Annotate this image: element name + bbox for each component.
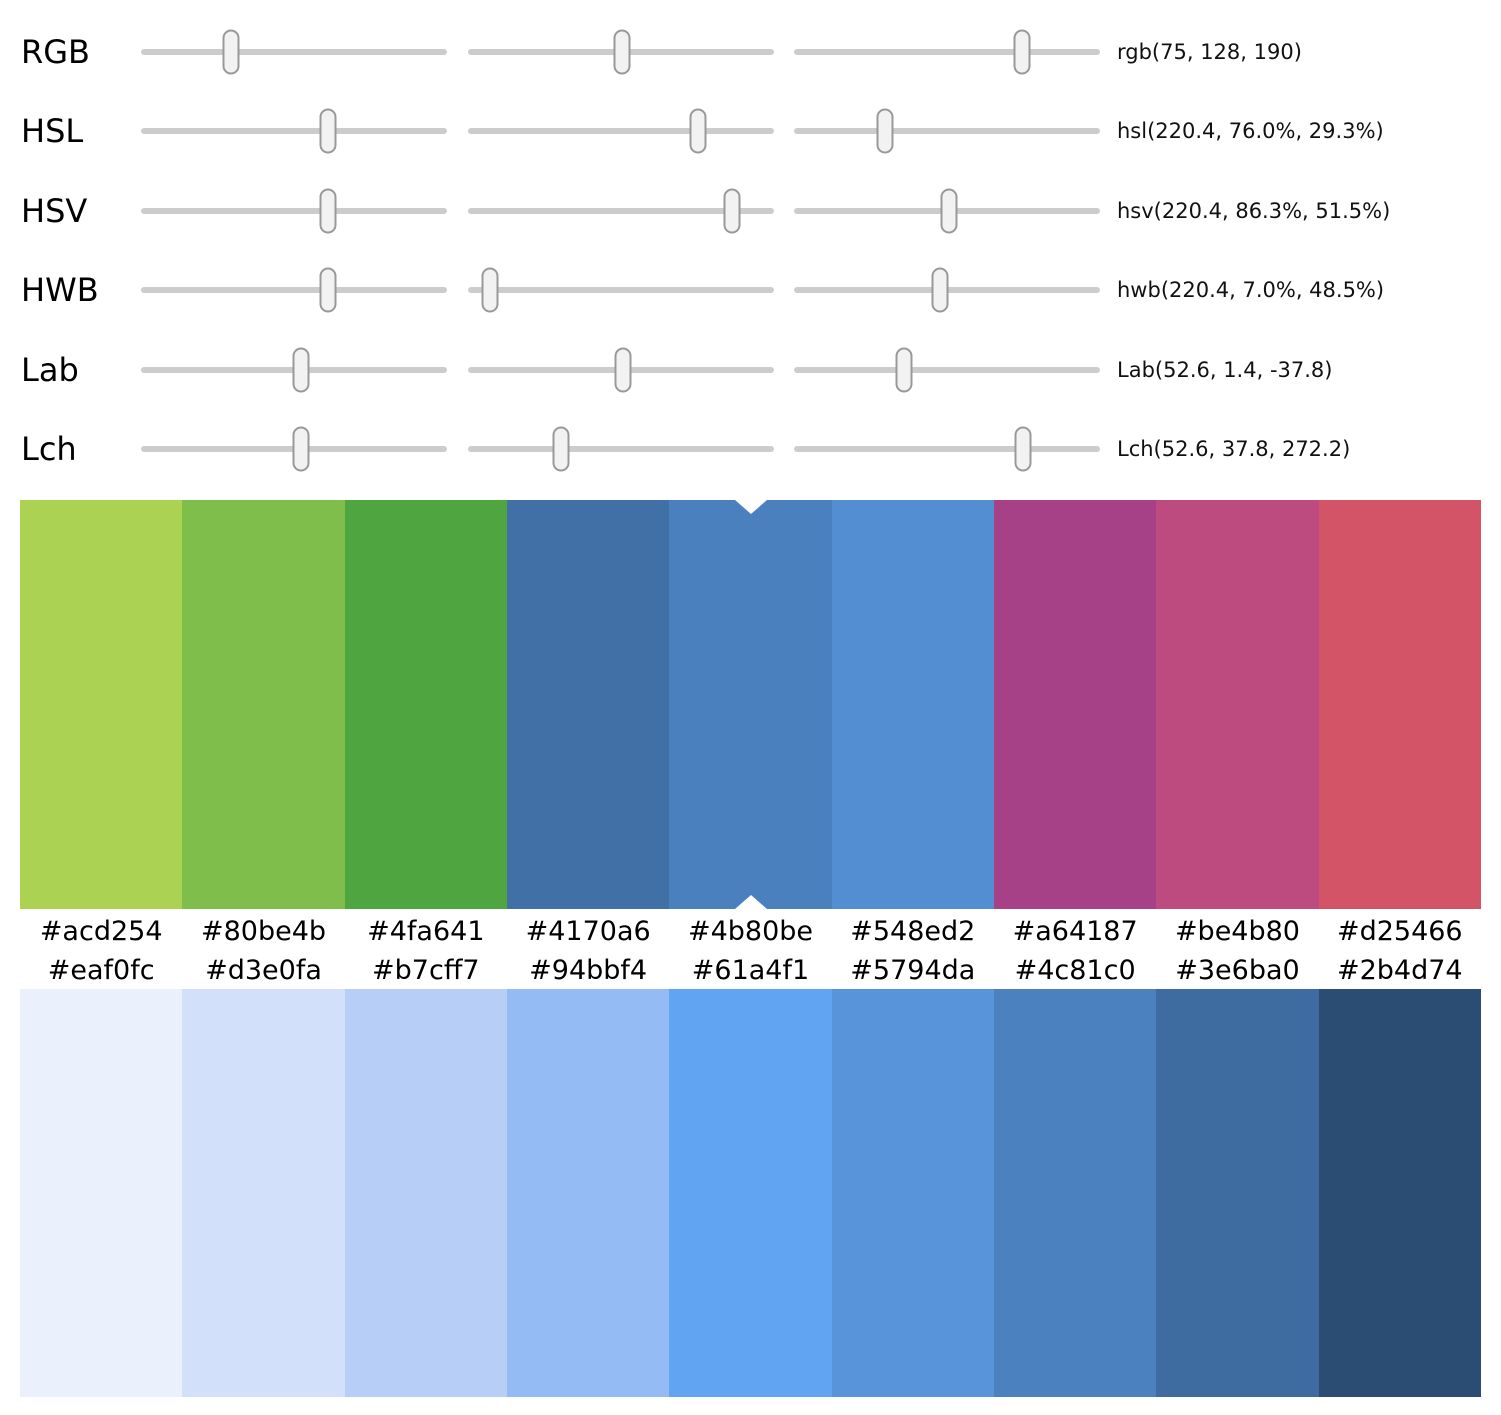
row-label-rgb: RGB [21, 33, 90, 71]
hex-label: #4170a6 [525, 915, 651, 947]
lch-c-slider-thumb[interactable] [552, 426, 570, 472]
color-sliders-panel: RGB rgb(75, 128, 190) HSL hsl(220.4, 76.… [0, 0, 1501, 490]
lab-b-slider-thumb[interactable] [895, 347, 913, 393]
shade-swatch-5[interactable] [831, 989, 994, 1397]
slider-row-rgb: RGB rgb(75, 128, 190) [0, 12, 1501, 92]
hex-label: #4c81c0 [1014, 954, 1136, 986]
hue-swatch-5[interactable] [831, 500, 994, 909]
lch-value-readout: Lch(52.6, 37.8, 272.2) [1117, 437, 1351, 461]
hsl-h-slider-thumb[interactable] [319, 108, 337, 154]
slider-row-hsl: HSL hsl(220.4, 76.0%, 29.3%) [0, 91, 1501, 171]
hex-label: #a64187 [1012, 915, 1138, 947]
hsl-h-slider[interactable] [141, 108, 447, 154]
rgb-r-slider[interactable] [141, 29, 447, 75]
hex-label: #4b80be [687, 915, 813, 947]
hue-palette [20, 500, 1481, 909]
row-label-hsv: HSV [21, 192, 88, 230]
hue-swatch-1[interactable] [182, 500, 345, 909]
hue-palette-hex-labels: #acd254 #80be4b #4fa641 #4170a6 #4b80be … [20, 909, 1481, 953]
hsv-v-slider[interactable] [794, 188, 1100, 234]
row-label-lab: Lab [21, 351, 79, 389]
hex-label: #2b4d74 [1336, 954, 1463, 986]
slider-row-hsv: HSV hsv(220.4, 86.3%, 51.5%) [0, 171, 1501, 251]
hsv-h-slider-thumb[interactable] [319, 188, 337, 234]
lab-a-slider-thumb[interactable] [614, 347, 632, 393]
hwb-b-slider-thumb[interactable] [931, 267, 949, 313]
shade-swatch-0[interactable] [20, 989, 183, 1397]
shade-swatch-8[interactable] [1318, 989, 1481, 1397]
hex-label: #eaf0fc [47, 954, 155, 986]
hsl-s-slider-thumb[interactable] [689, 108, 707, 154]
shade-palette [20, 989, 1481, 1397]
hsv-h-slider[interactable] [141, 188, 447, 234]
hue-swatch-8[interactable] [1318, 500, 1481, 909]
lab-value-readout: Lab(52.6, 1.4, -37.8) [1117, 358, 1333, 382]
hex-label: #548ed2 [850, 915, 976, 947]
hsv-s-slider-thumb[interactable] [723, 188, 741, 234]
hsl-l-slider-thumb[interactable] [876, 108, 894, 154]
rgb-b-slider-thumb[interactable] [1013, 29, 1031, 75]
hwb-b-slider[interactable] [794, 267, 1100, 313]
hwb-h-slider[interactable] [141, 267, 447, 313]
hsv-v-slider-thumb[interactable] [940, 188, 958, 234]
lab-l-slider-thumb[interactable] [292, 347, 310, 393]
hsl-value-readout: hsl(220.4, 76.0%, 29.3%) [1117, 119, 1384, 143]
hsv-value-readout: hsv(220.4, 86.3%, 51.5%) [1117, 199, 1391, 223]
slider-row-lch: Lch Lch(52.6, 37.8, 272.2) [0, 409, 1501, 489]
shade-palette-hex-labels: #eaf0fc #d3e0fa #b7cff7 #94bbf4 #61a4f1 … [20, 951, 1481, 989]
lab-b-slider[interactable] [794, 347, 1100, 393]
rgb-b-slider[interactable] [794, 29, 1100, 75]
lch-l-slider[interactable] [141, 426, 447, 472]
hex-label: #94bbf4 [529, 954, 648, 986]
hue-swatch-7[interactable] [1156, 500, 1319, 909]
rgb-r-slider-thumb[interactable] [222, 29, 240, 75]
hsv-s-slider[interactable] [468, 188, 774, 234]
lch-h-slider-thumb[interactable] [1014, 426, 1032, 472]
shade-swatch-4[interactable] [669, 989, 832, 1397]
selected-swatch-notch-bottom-icon [734, 895, 767, 909]
hue-swatch-6[interactable] [993, 500, 1157, 909]
slider-row-lab: Lab Lab(52.6, 1.4, -37.8) [0, 330, 1501, 410]
lch-c-slider[interactable] [468, 426, 774, 472]
shade-swatch-3[interactable] [506, 989, 670, 1397]
rgb-g-slider-thumb[interactable] [613, 29, 631, 75]
row-label-hsl: HSL [21, 112, 84, 150]
hex-label: #3e6ba0 [1175, 954, 1300, 986]
lch-h-slider[interactable] [794, 426, 1100, 472]
hex-label: #d3e0fa [205, 954, 322, 986]
row-label-lch: Lch [21, 430, 77, 468]
hsl-s-slider[interactable] [468, 108, 774, 154]
rgb-value-readout: rgb(75, 128, 190) [1117, 40, 1302, 64]
hex-label: #4fa641 [367, 915, 485, 947]
shade-swatch-7[interactable] [1156, 989, 1319, 1397]
lab-a-slider[interactable] [468, 347, 774, 393]
hue-swatch-4-selected[interactable] [669, 500, 832, 909]
rgb-g-slider[interactable] [468, 29, 774, 75]
hex-label: #be4b80 [1174, 915, 1300, 947]
hex-label: #b7cff7 [372, 954, 480, 986]
hwb-h-slider-thumb[interactable] [319, 267, 337, 313]
shade-swatch-1[interactable] [182, 989, 345, 1397]
shade-swatch-2[interactable] [344, 989, 507, 1397]
hue-swatch-0[interactable] [20, 500, 183, 909]
shade-swatch-6[interactable] [993, 989, 1157, 1397]
hwb-w-slider-thumb[interactable] [481, 267, 499, 313]
hex-label: #80be4b [200, 915, 327, 947]
hwb-value-readout: hwb(220.4, 7.0%, 48.5%) [1117, 278, 1385, 302]
selected-swatch-notch-top-icon [734, 500, 767, 514]
hue-swatch-2[interactable] [344, 500, 507, 909]
lab-l-slider[interactable] [141, 347, 447, 393]
hsl-l-slider[interactable] [794, 108, 1100, 154]
hex-label: #5794da [850, 954, 976, 986]
lch-l-slider-thumb[interactable] [292, 426, 310, 472]
hex-label: #d25466 [1336, 915, 1463, 947]
hwb-w-slider[interactable] [468, 267, 774, 313]
hue-swatch-3[interactable] [506, 500, 670, 909]
row-label-hwb: HWB [21, 271, 99, 309]
slider-row-hwb: HWB hwb(220.4, 7.0%, 48.5%) [0, 250, 1501, 330]
hex-label: #acd254 [39, 915, 163, 947]
hex-label: #61a4f1 [691, 954, 810, 986]
